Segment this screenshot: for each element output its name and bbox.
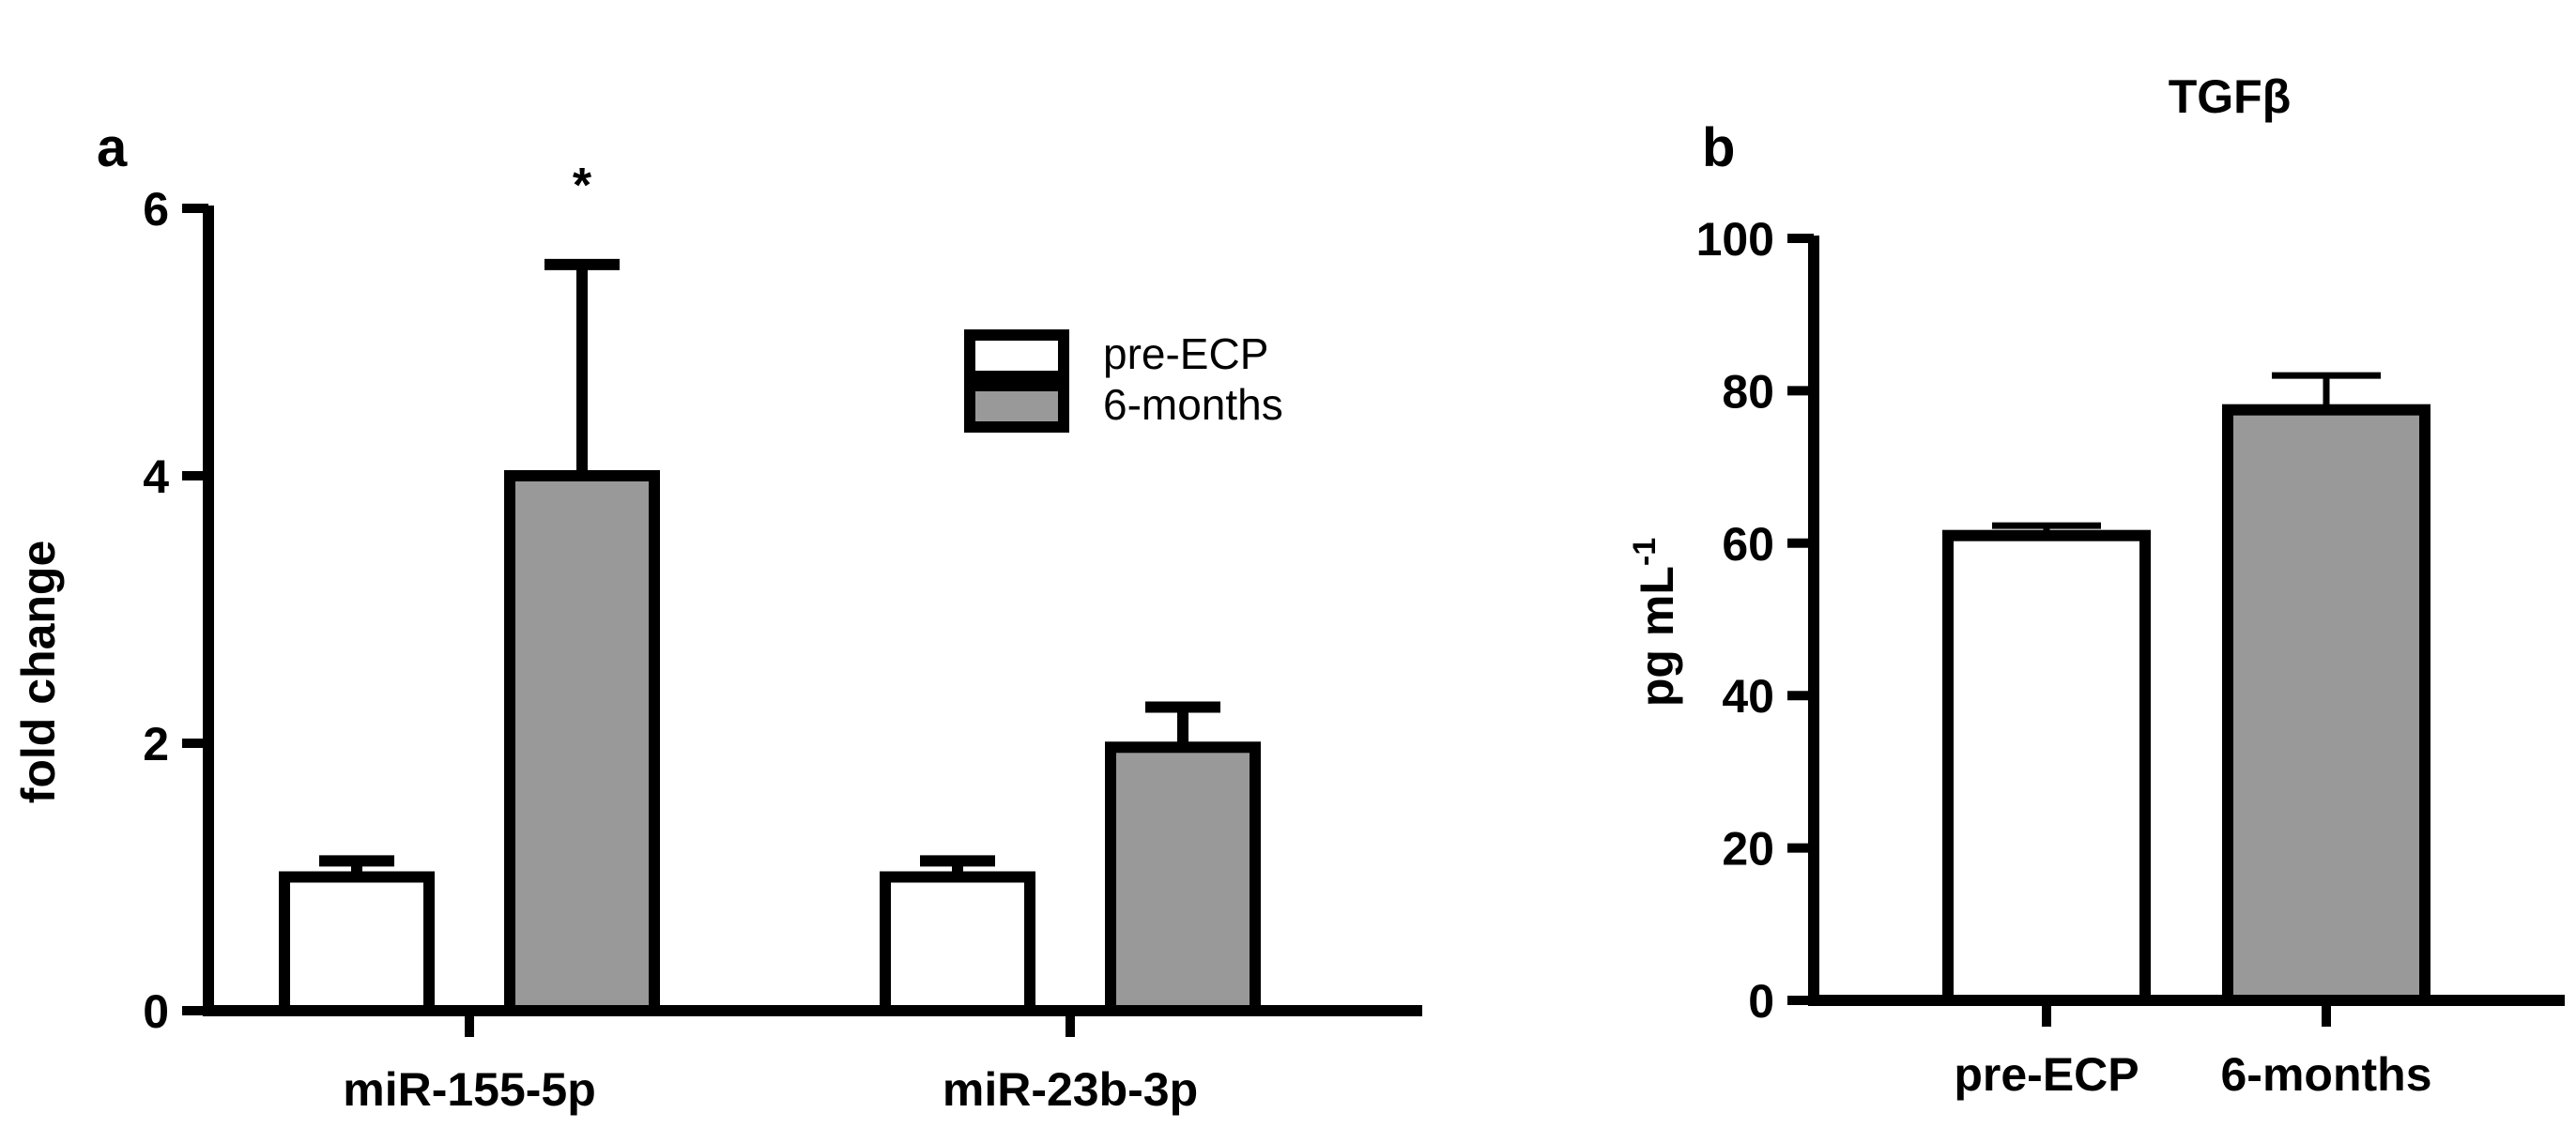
panel-b-axes	[1808, 236, 2565, 1006]
panel-b-y-tick-label-40: 40	[1722, 670, 1774, 723]
panel-b: b TGFβ 0 20 40 60 80 100 pre-ECP 6-months pg m…	[1627, 70, 2565, 1101]
panel-b-y-axis-title: pg mL-1	[1627, 538, 1683, 707]
panel-b-y-tick-label-80: 80	[1722, 365, 1774, 418]
error-bar-pre-ECP-miR-23b-3p	[920, 855, 995, 877]
panel-a-y-tick-label-4: 4	[143, 450, 169, 503]
panel-b-category-labels: pre-ECP 6-months	[1954, 1048, 2431, 1101]
bar-6-months-miR-155-5p	[504, 470, 660, 1016]
error-bar-6-months-miR-23b-3p	[1145, 701, 1220, 748]
panel-a-category-label-miR-23b-3p: miR-23b-3p	[943, 1063, 1198, 1116]
panel-b-y-axis-title-base: pg mL	[1631, 566, 1683, 707]
error-bar-pre-ECP	[1992, 522, 2101, 536]
panel-a-error-bars	[319, 258, 1220, 877]
panel-a-y-tick-label-6: 6	[143, 183, 169, 236]
panel-a-category-labels: miR-155-5p miR-23b-3p	[343, 1063, 1198, 1116]
panel-b-y-tick-label-20: 20	[1722, 823, 1774, 876]
panel-b-y-tick-label-100: 100	[1696, 213, 1774, 266]
panel-b-bars	[1942, 404, 2430, 1006]
panel-b-letter: b	[1702, 117, 1735, 178]
panel-a-category-label-miR-155-5p: miR-155-5p	[343, 1063, 596, 1116]
panel-a-axes	[203, 206, 1422, 1016]
panel-a-annotations: *	[573, 159, 592, 213]
panel-b-category-label-pre-ECP: pre-ECP	[1954, 1048, 2139, 1101]
panel-a-bars	[279, 470, 1261, 1017]
panel-b-category-label-6-months: 6-months	[2221, 1048, 2432, 1101]
legend-swatch-pre-ECP	[964, 329, 1069, 382]
panel-a-y-axis-title: fold change	[12, 541, 65, 804]
panel-b-error-bars	[1992, 372, 2381, 536]
panel-a-ticks: 0 2 4 6	[143, 183, 1075, 1038]
bar-pre-ECP	[1942, 529, 2151, 1006]
legend-swatch-6-months	[964, 380, 1069, 433]
error-bar-6-months-miR-155-5p	[544, 258, 620, 476]
panel-a-letter: a	[97, 117, 128, 178]
panel-b-y-tick-label-60: 60	[1722, 518, 1774, 571]
panel-b-title: TGFβ	[2169, 70, 2292, 123]
bar-pre-ECP-miR-155-5p	[279, 871, 435, 1016]
bar-pre-ECP-miR-23b-3p	[880, 871, 1035, 1016]
panel-a-y-tick-label-0: 0	[143, 985, 169, 1038]
bar-6-months-miR-23b-3p	[1105, 741, 1261, 1017]
panel-b-ticks: 0 20 40 60 80 100	[1696, 213, 2331, 1028]
panel-b-y-tick-label-0: 0	[1748, 975, 1774, 1028]
error-bar-6-months	[2272, 372, 2381, 410]
panel-a-y-tick-label-2: 2	[143, 718, 169, 770]
legend-label-6-months: 6-months	[1103, 380, 1283, 429]
panel-b-y-axis-title-superscript: -1	[1627, 538, 1663, 566]
error-bar-pre-ECP-miR-155-5p	[319, 855, 394, 877]
bar-6-months	[2222, 404, 2430, 1006]
significance-asterisk: *	[573, 159, 592, 213]
legend-label-pre-ECP: pre-ECP	[1103, 329, 1268, 378]
